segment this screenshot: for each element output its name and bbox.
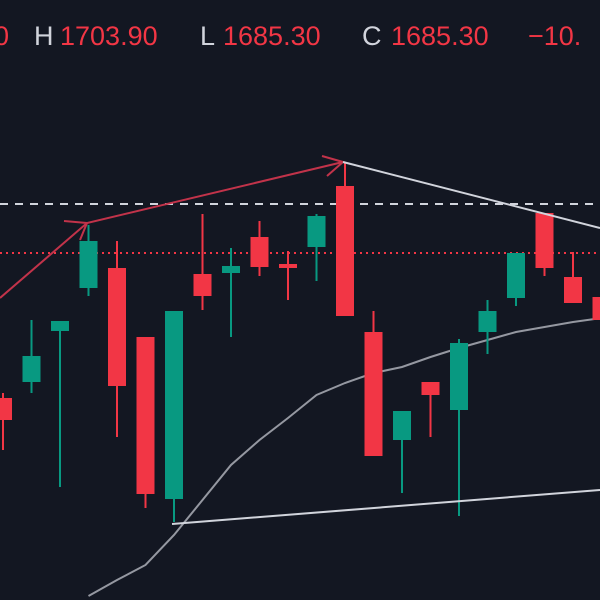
candle-body <box>79 241 98 288</box>
candle-body <box>51 321 69 331</box>
candle-body <box>421 382 440 395</box>
header-value: 1685.30 <box>223 21 321 51</box>
candle-body <box>592 297 600 320</box>
candle-body <box>336 186 354 316</box>
legend-header: 0 H 1703.90 L 1685.30 C 1685.30 −10. <box>0 21 581 51</box>
candle-body <box>22 356 41 382</box>
candle-body <box>393 411 411 440</box>
candle-body <box>193 274 212 296</box>
header-value: 0 <box>0 21 9 51</box>
candle-body <box>0 398 12 420</box>
header-value: 1685.30 <box>391 21 489 51</box>
header-label: H <box>34 21 54 51</box>
candle-body <box>108 268 126 386</box>
candle-body <box>279 264 297 268</box>
trend-line <box>171 489 600 525</box>
candle-body <box>136 337 155 494</box>
moving-average <box>88 317 600 597</box>
candle-body <box>165 311 183 499</box>
candle-body <box>535 213 554 268</box>
plot-area <box>0 162 600 597</box>
header-value: 1703.90 <box>60 21 158 51</box>
header-value: −10. <box>528 21 581 51</box>
candle-body <box>564 277 582 303</box>
candle-body <box>307 216 326 247</box>
drawings <box>0 155 600 525</box>
header-label: C <box>362 21 382 51</box>
candle-body <box>507 253 525 298</box>
candle-body <box>364 332 383 456</box>
candle-body <box>450 343 468 410</box>
header-label: L <box>200 21 215 51</box>
candle-body <box>222 266 240 273</box>
trend-line <box>342 161 600 229</box>
candle-body <box>250 237 269 267</box>
arrow-head <box>63 220 89 241</box>
candle-body <box>478 311 497 332</box>
